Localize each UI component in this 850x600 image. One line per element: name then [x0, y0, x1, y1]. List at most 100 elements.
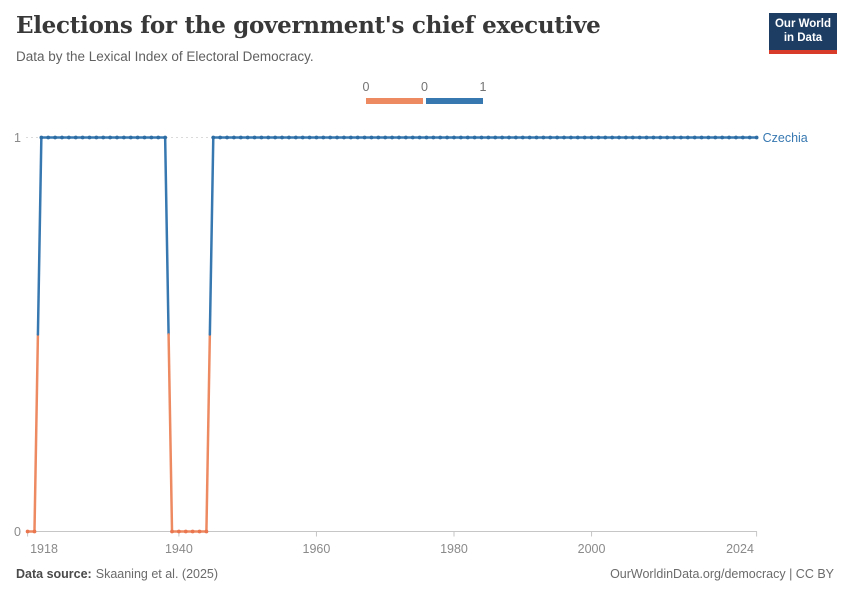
data-point-marker[interactable]	[424, 135, 429, 140]
series-line-segment[interactable]	[208, 136, 215, 336]
data-point-marker[interactable]	[287, 135, 291, 140]
data-point-marker[interactable]	[603, 135, 608, 140]
data-point-marker[interactable]	[108, 135, 113, 140]
data-point-marker[interactable]	[507, 135, 511, 140]
data-point-marker[interactable]	[149, 135, 154, 140]
data-point-marker[interactable]	[493, 135, 498, 140]
data-point-marker[interactable]	[204, 529, 209, 534]
data-point-marker[interactable]	[156, 135, 161, 140]
data-point-marker[interactable]	[644, 135, 649, 140]
data-point-marker[interactable]	[362, 135, 367, 140]
data-point-marker[interactable]	[266, 135, 271, 140]
entity-label[interactable]: Czechia	[763, 131, 808, 145]
data-point-marker[interactable]	[527, 135, 532, 140]
series-line-segment[interactable]	[33, 333, 40, 533]
data-point-marker[interactable]	[183, 529, 188, 534]
data-point-marker[interactable]	[706, 135, 711, 140]
data-point-marker[interactable]	[534, 135, 539, 140]
data-point-marker[interactable]	[383, 135, 388, 140]
data-point-marker[interactable]	[458, 135, 463, 140]
legend-bar-low-bin[interactable]	[366, 98, 424, 104]
data-point-marker[interactable]	[197, 529, 202, 534]
data-point-marker[interactable]	[280, 135, 284, 140]
data-point-marker[interactable]	[25, 529, 30, 534]
data-point-marker[interactable]	[445, 135, 450, 140]
data-point-marker[interactable]	[218, 135, 223, 140]
data-point-marker[interactable]	[417, 135, 422, 140]
data-point-marker[interactable]	[94, 135, 99, 140]
data-point-marker[interactable]	[754, 135, 759, 140]
data-point-marker[interactable]	[596, 135, 601, 140]
data-point-marker[interactable]	[46, 135, 51, 140]
data-point-marker[interactable]	[692, 135, 697, 140]
data-point-marker[interactable]	[582, 135, 587, 140]
data-point-marker[interactable]	[617, 135, 621, 140]
data-point-marker[interactable]	[397, 135, 401, 140]
data-point-marker[interactable]	[431, 135, 436, 140]
data-point-marker[interactable]	[232, 135, 236, 140]
data-point-marker[interactable]	[101, 135, 106, 140]
data-point-marker[interactable]	[452, 135, 456, 140]
data-point-marker[interactable]	[713, 135, 718, 140]
owid-logo[interactable]: Our World in Data	[769, 13, 837, 54]
data-point-marker[interactable]	[376, 135, 381, 140]
data-point-marker[interactable]	[211, 135, 216, 140]
data-point-marker[interactable]	[342, 135, 346, 140]
data-point-marker[interactable]	[369, 135, 374, 140]
data-point-marker[interactable]	[163, 135, 168, 140]
data-point-marker[interactable]	[238, 135, 243, 140]
data-point-marker[interactable]	[245, 135, 250, 140]
data-point-marker[interactable]	[410, 135, 415, 140]
data-point-marker[interactable]	[293, 135, 298, 140]
data-point-marker[interactable]	[651, 135, 656, 140]
credit-link[interactable]: OurWorldinData.org/democracy | CC BY	[610, 567, 834, 581]
data-point-marker[interactable]	[177, 529, 181, 534]
data-point-marker[interactable]	[403, 135, 408, 140]
data-point-marker[interactable]	[734, 135, 738, 140]
data-point-marker[interactable]	[259, 135, 264, 140]
series-line-segment[interactable]	[163, 136, 170, 336]
data-point-marker[interactable]	[87, 135, 92, 140]
data-point-marker[interactable]	[307, 135, 312, 140]
data-point-marker[interactable]	[555, 135, 560, 140]
data-point-marker[interactable]	[121, 135, 126, 140]
data-point-marker[interactable]	[740, 135, 745, 140]
data-point-marker[interactable]	[610, 135, 615, 140]
data-point-marker[interactable]	[300, 135, 305, 140]
data-point-marker[interactable]	[273, 135, 278, 140]
data-point-marker[interactable]	[225, 135, 229, 140]
data-point-marker[interactable]	[60, 135, 64, 140]
data-point-marker[interactable]	[128, 135, 133, 140]
data-point-marker[interactable]	[685, 135, 690, 140]
data-point-marker[interactable]	[32, 529, 37, 534]
data-point-marker[interactable]	[486, 135, 491, 140]
data-point-marker[interactable]	[190, 529, 195, 534]
data-point-marker[interactable]	[672, 135, 676, 140]
data-point-marker[interactable]	[630, 135, 635, 140]
data-point-marker[interactable]	[500, 135, 505, 140]
data-point-marker[interactable]	[321, 135, 326, 140]
data-point-marker[interactable]	[355, 135, 360, 140]
data-point-marker[interactable]	[335, 135, 339, 140]
data-point-marker[interactable]	[679, 135, 683, 140]
data-point-marker[interactable]	[115, 135, 119, 140]
data-point-marker[interactable]	[39, 135, 44, 140]
data-point-marker[interactable]	[720, 135, 725, 140]
data-point-marker[interactable]	[479, 135, 484, 140]
data-point-marker[interactable]	[548, 135, 553, 140]
data-point-marker[interactable]	[541, 135, 546, 140]
data-point-marker[interactable]	[569, 135, 573, 140]
data-point-marker[interactable]	[390, 135, 394, 140]
data-point-marker[interactable]	[658, 135, 663, 140]
series-line-segment[interactable]	[36, 136, 43, 336]
data-point-marker[interactable]	[699, 135, 704, 140]
data-point-marker[interactable]	[252, 135, 257, 140]
data-point-marker[interactable]	[66, 135, 71, 140]
data-point-marker[interactable]	[142, 135, 147, 140]
data-point-marker[interactable]	[727, 135, 731, 140]
series-line-segment[interactable]	[205, 333, 212, 533]
data-point-marker[interactable]	[637, 135, 642, 140]
data-point-marker[interactable]	[575, 135, 580, 140]
data-point-marker[interactable]	[328, 135, 333, 140]
